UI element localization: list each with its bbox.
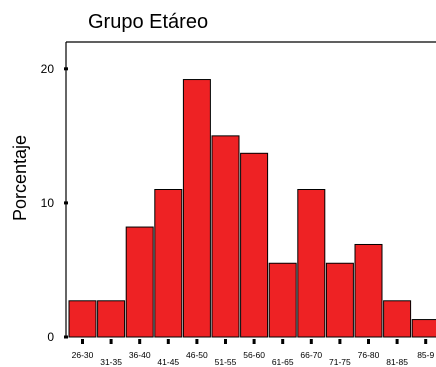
- y-tick-label: 0: [47, 330, 54, 344]
- x-tick-mark: [338, 339, 342, 344]
- x-tick-label: 31-35: [100, 357, 122, 367]
- y-tick-mark: [64, 335, 68, 339]
- x-tick-label: 76-80: [358, 350, 380, 360]
- chart-title: Grupo Etáreo: [88, 11, 208, 33]
- x-tick-mark: [138, 339, 142, 344]
- bar-31-35: [97, 300, 126, 338]
- x-tick-label: 71-75: [329, 357, 351, 367]
- x-axis-ticks: 26-30 31-35 36-40 41-45 46-50 51-55 56-60 61-65…: [72, 339, 434, 367]
- bars: [68, 79, 436, 338]
- x-tick-mark: [395, 339, 399, 344]
- x-tick-mark: [109, 339, 113, 344]
- bar-51-55: [211, 135, 240, 338]
- bar-71-75: [325, 262, 354, 338]
- x-tick-label: 41-45: [157, 357, 179, 367]
- x-tick-label: 56-60: [243, 350, 265, 360]
- x-tick-mark: [367, 339, 370, 344]
- bar-36-40: [125, 226, 154, 338]
- x-tick-label: 66-70: [300, 350, 322, 360]
- x-tick-mark: [252, 339, 256, 344]
- x-tick-mark: [309, 339, 313, 344]
- x-tick-mark: [195, 339, 199, 344]
- bar-46-50: [182, 79, 211, 338]
- x-tick-mark: [424, 339, 428, 344]
- bar-61-65: [268, 262, 297, 338]
- x-tick-label: 81-85: [386, 357, 408, 367]
- bar-66-70: [297, 189, 326, 338]
- axes: [65, 41, 436, 338]
- bar-85-9: [411, 319, 436, 338]
- y-tick-label: 20: [41, 62, 55, 76]
- y-tick-mark: [64, 201, 68, 205]
- x-tick-mark: [166, 339, 170, 344]
- y-axis-label: Porcentaje: [10, 135, 30, 221]
- x-tick-mark: [81, 339, 84, 344]
- x-tick-label: 61-65: [272, 357, 294, 367]
- y-tick-mark: [64, 67, 68, 71]
- bar-76-80: [354, 243, 383, 338]
- y-tick-label: 10: [41, 196, 55, 210]
- x-tick-label: 26-30: [72, 350, 94, 360]
- x-tick-label: 85-9: [417, 350, 434, 360]
- x-tick-label: 51-55: [215, 357, 237, 367]
- x-tick-mark: [224, 339, 227, 344]
- bar-81-85: [383, 300, 412, 338]
- bar-26-30: [68, 300, 97, 338]
- x-tick-label: 46-50: [186, 350, 208, 360]
- bar-41-45: [154, 189, 183, 338]
- x-tick-label: 36-40: [129, 350, 151, 360]
- bar-56-60: [240, 152, 269, 338]
- x-tick-mark: [281, 339, 285, 344]
- y-axis-ticks: 0 10 20: [41, 62, 68, 344]
